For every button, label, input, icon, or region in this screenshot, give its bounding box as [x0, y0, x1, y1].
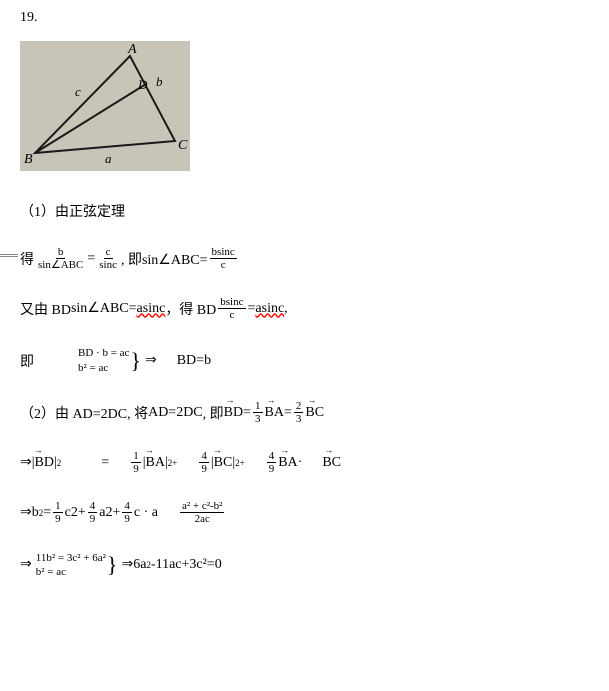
edge-c-label: c: [75, 84, 81, 99]
vertex-a-label: A: [127, 42, 137, 57]
brace-icon-2: }: [107, 552, 118, 578]
vertex-c-side: C: [178, 138, 188, 153]
triangle-diagram: A B C D c b a: [20, 41, 190, 171]
step8-line: ⇒ 11b² = 3c² + 6a² b² = ac } ⇒6a 2 -11ac…: [20, 551, 589, 580]
step2-line: 得 bsin∠ABC = csinc , 即sin∠ABC= bsincc: [20, 246, 589, 271]
brace-icon: }: [130, 348, 141, 374]
problem-number: 19.: [20, 10, 589, 26]
step3-line: 又由 BD sin∠ABC = asinc ，得 BD bsincc = asi…: [20, 296, 589, 321]
step1-label: （1）由正弦定理: [20, 201, 589, 221]
step7-line: ⇒b 2 = 19 c2+ 49 a2+ 49 c · a a² + c²-b²…: [20, 500, 589, 525]
step5-line: （2）由 AD=2DC, 将 AD=2DC , 即 BD = 13 BA = 2…: [20, 400, 589, 425]
point-d-label: D: [137, 77, 148, 92]
step4-line: 即 BD · b = ac b² = ac } ⇒ BD=b: [20, 346, 589, 375]
asinc-1: asinc: [137, 301, 166, 317]
asinc-2: asinc: [255, 301, 284, 317]
edge-b-label: b: [156, 74, 163, 89]
step6-line: ⇒ |BD| 2 = 19 |BA| 2+ 49 |BC| 2+ 49 BA ·…: [20, 450, 589, 475]
margin-divider: [0, 254, 18, 257]
edge-a-label: a: [105, 151, 112, 166]
vertex-b-label: B: [24, 152, 33, 167]
